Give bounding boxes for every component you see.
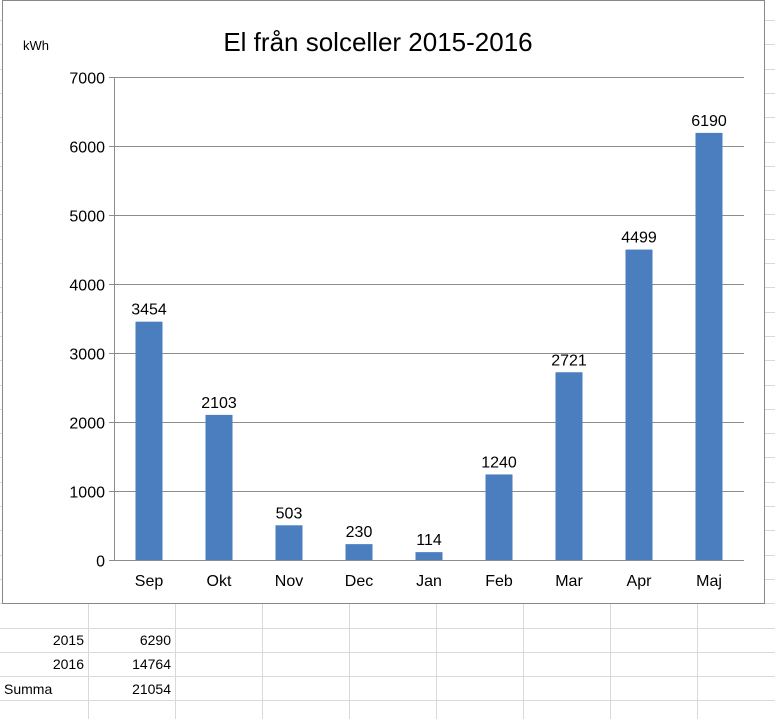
bar-jan[interactable] [415, 552, 443, 560]
data-label: 3454 [131, 302, 167, 319]
bar-chart: El från solceller 2015-2016 kWh 0 1000 200… [23, 27, 744, 590]
y-tick-label: 0 [96, 554, 105, 571]
sheet-row-value[interactable]: 21054 [132, 680, 171, 697]
x-tick-label: Nov [275, 573, 303, 590]
chart-title: El från solceller 2015-2016 [223, 27, 532, 57]
data-label: 4499 [621, 230, 657, 247]
data-label: 2103 [201, 395, 237, 412]
y-tick-label: 3000 [69, 347, 105, 364]
bar-maj[interactable] [695, 132, 723, 560]
x-tick-label: Dec [345, 573, 373, 590]
bar-okt[interactable] [205, 414, 233, 560]
bar-feb[interactable] [485, 474, 513, 560]
y-tick-label: 7000 [69, 71, 105, 88]
y-axis-unit-label: kWh [23, 38, 49, 53]
data-label: 6190 [691, 113, 727, 130]
sheet-row-value[interactable]: 6290 [139, 632, 171, 648]
x-tick-label: Okt [207, 573, 232, 590]
bar-dec[interactable] [345, 544, 373, 560]
bar-sep[interactable] [135, 321, 163, 560]
y-tick-label: 1000 [69, 485, 105, 502]
data-label: 1240 [481, 454, 517, 471]
sheet-row-value[interactable]: 14764 [132, 656, 171, 673]
y-tick-label: 6000 [69, 140, 105, 157]
data-label: 230 [346, 524, 373, 541]
bar-apr[interactable] [625, 249, 653, 560]
bar-mar[interactable] [555, 372, 583, 560]
sheet-row-label[interactable]: 2015 [52, 632, 84, 648]
chart-area[interactable]: El från solceller 2015-2016 kWh 0 1000 200… [2, 0, 765, 604]
x-tick-label: Jan [416, 573, 442, 590]
sheet-row-label[interactable]: 2016 [52, 656, 84, 673]
y-tick-label: 2000 [69, 416, 105, 433]
data-label: 503 [276, 505, 303, 522]
data-label: 114 [416, 532, 442, 549]
x-tick-label: Mar [555, 573, 583, 590]
sheet-row-label[interactable]: Summa [4, 680, 53, 697]
y-tick-label: 4000 [69, 278, 105, 295]
x-tick-label: Sep [135, 573, 164, 590]
data-label: 2721 [551, 352, 587, 369]
x-tick-label: Feb [485, 573, 513, 590]
bar-nov[interactable] [275, 525, 303, 560]
x-tick-label: Apr [627, 573, 653, 590]
y-tick-label: 5000 [69, 209, 105, 226]
x-tick-label: Maj [696, 573, 722, 590]
